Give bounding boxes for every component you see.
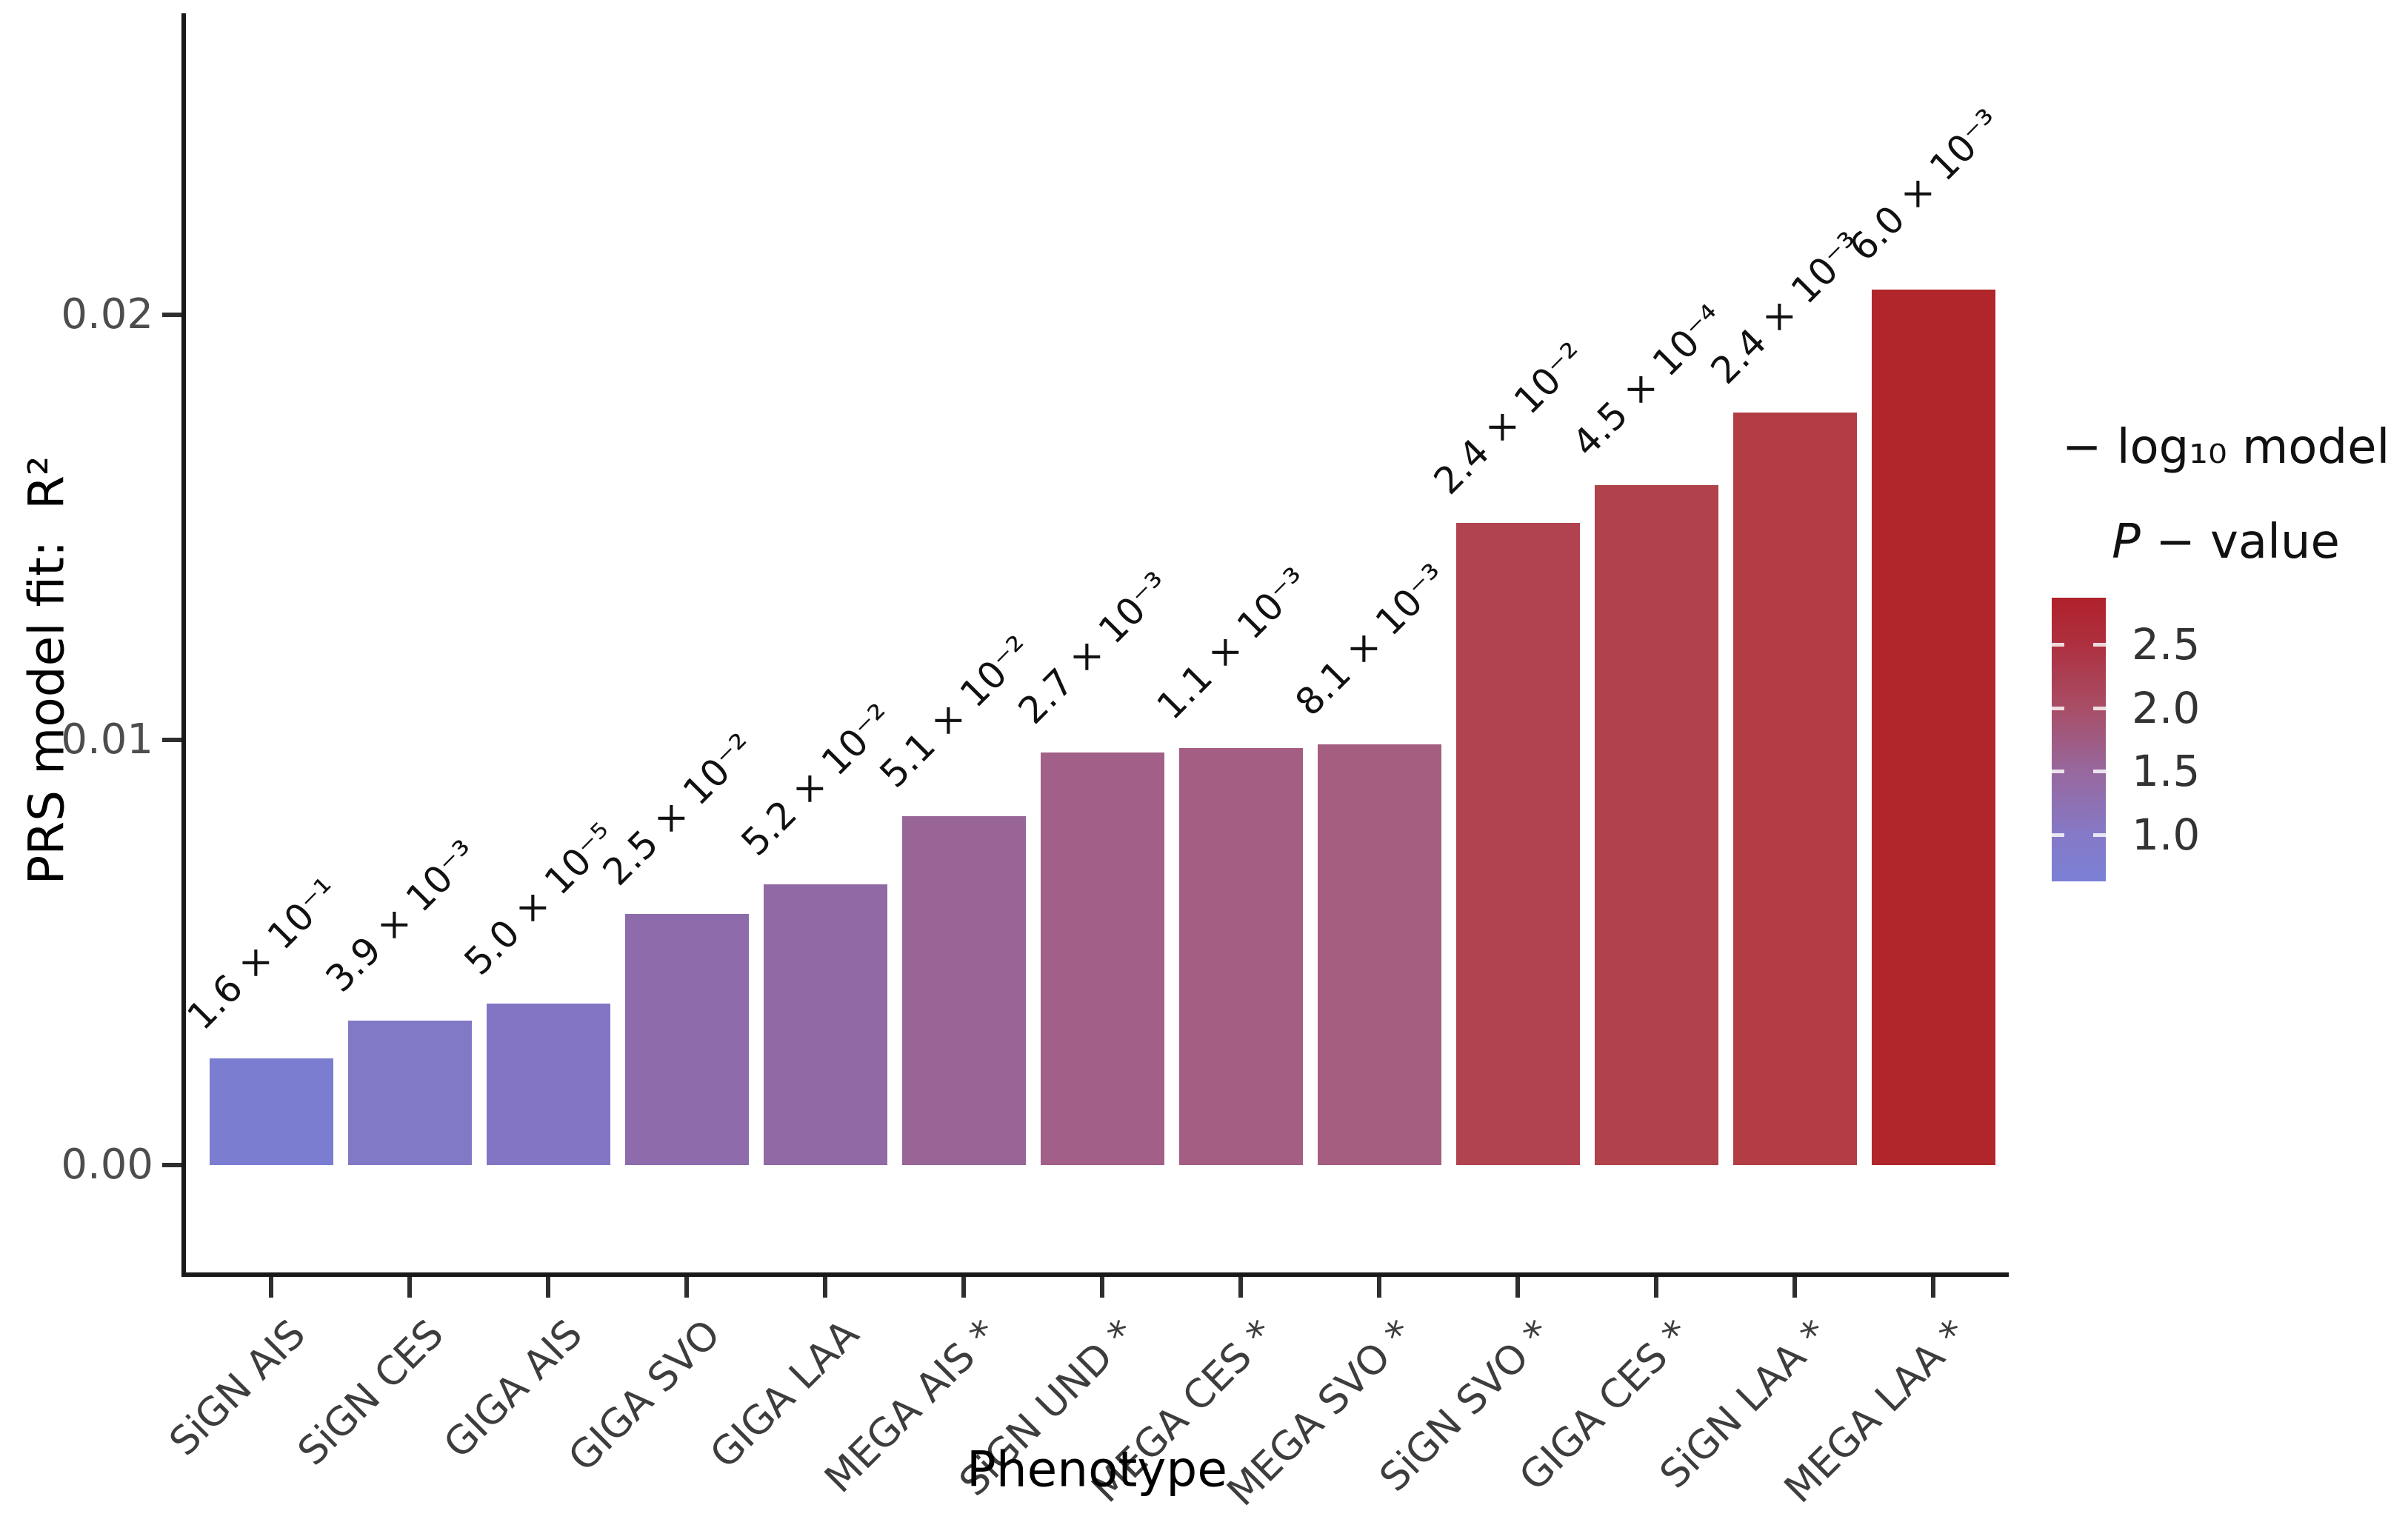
bar-pvalue-text: 2.4 × 10⁻³: [1702, 224, 1871, 393]
y-tick-mark-0.01: [162, 738, 181, 742]
legend-title-line1: − log₁₀ model: [2061, 420, 2390, 475]
colorbar-tick-right: [2093, 832, 2106, 837]
colorbar-tick-right: [2093, 770, 2106, 774]
y-axis-title: PRS model fit: R²: [18, 456, 76, 885]
bar-pvalue-label: 5.0 × 10⁻⁵: [456, 815, 681, 984]
bar-signund: [1041, 753, 1164, 1165]
x-tick-mark: [1515, 1277, 1520, 1298]
x-tick-mark: [684, 1277, 689, 1298]
x-tick-mark: [1792, 1277, 1797, 1298]
x-tick-mark: [1238, 1277, 1243, 1298]
bar-pvalue-text: 1.1 × 10⁻³: [1148, 559, 1317, 728]
legend-colorbar-gradient: [2052, 598, 2106, 881]
bar-pvalue-text: 5.2 × 10⁻²: [733, 695, 901, 864]
x-category-text: MEGA LAA *: [1775, 1311, 1976, 1512]
bar-megasvo: [1318, 744, 1441, 1165]
x-tick-mark: [546, 1277, 550, 1298]
x-axis-line: [181, 1272, 2009, 1277]
x-tick-mark: [407, 1277, 412, 1298]
bar-pvalue-text: 6.0 × 10⁻³: [1841, 101, 2010, 270]
bar-pvalue-label: 6.0 × 10⁻³: [1841, 101, 2066, 270]
bar-pvalue-text: 1.6 × 10⁻¹: [179, 870, 347, 1038]
y-tick-label-0.00: 0.00: [61, 1141, 153, 1189]
x-tick-mark: [1377, 1277, 1381, 1298]
bar-gigaais: [487, 1004, 610, 1165]
x-category-label: MEGA LAA *: [1501, 1312, 1975, 1512]
bar-signsvo: [1456, 523, 1580, 1165]
bar-pvalue-text: 4.5 × 10⁻⁴: [1564, 296, 1732, 465]
bar-megaais: [902, 816, 1026, 1165]
bar-megaces: [1179, 748, 1303, 1165]
bar-gigaces: [1595, 485, 1718, 1165]
colorbar-tick-left: [2052, 770, 2064, 774]
bar-signais: [210, 1058, 333, 1165]
colorbar-tick-left: [2052, 832, 2064, 837]
bar-pvalue-text: 3.9 × 10⁻³: [317, 832, 486, 1001]
bar-pvalue-text: 2.5 × 10⁻²: [594, 725, 763, 894]
bar-megalaa: [1872, 290, 1995, 1165]
legend-title: − log₁₀ model P − value: [2052, 400, 2400, 590]
x-tick-mark: [1100, 1277, 1104, 1298]
x-tick-mark: [961, 1277, 966, 1298]
bar-pvalue-label: 1.6 × 10⁻¹: [179, 870, 404, 1038]
bar-pvalue-label: 4.5 × 10⁻⁴: [1564, 297, 1789, 465]
colorbar-tick-label-2.5: 2.5: [2132, 619, 2201, 670]
bar-gigalaa: [764, 884, 887, 1165]
colorbar-tick-label-1.5: 1.5: [2132, 746, 2201, 797]
bar-pvalue-label: 5.1 × 10⁻²: [872, 628, 1096, 796]
bar-pvalue-text: 5.1 × 10⁻²: [871, 627, 1040, 796]
bar-pvalue-label: 5.2 × 10⁻²: [733, 696, 958, 864]
bar-pvalue-text: 2.4 × 10⁻²: [1425, 334, 1594, 503]
x-tick-mark: [1931, 1277, 1935, 1298]
legend-title-value: − value: [2140, 515, 2340, 570]
bar-pvalue-label: 2.4 × 10⁻³: [1703, 224, 1927, 393]
bar-signlaa: [1733, 413, 1857, 1165]
y-tick-mark-0.00: [162, 1163, 181, 1167]
y-tick-label-0.01: 0.01: [61, 715, 153, 764]
colorbar-tick-left: [2052, 643, 2064, 647]
bar-signces: [348, 1021, 472, 1165]
legend-title-p: P: [2112, 515, 2141, 570]
x-tick-mark: [269, 1277, 273, 1298]
x-axis-title: Phenotype: [967, 1441, 1227, 1498]
y-axis-line: [181, 13, 186, 1277]
bar-pvalue-label: 2.4 × 10⁻²: [1426, 335, 1650, 503]
colorbar-tick-left: [2052, 706, 2064, 710]
colorbar-tick-label-1.0: 1.0: [2132, 809, 2201, 860]
x-tick-mark: [1654, 1277, 1658, 1298]
x-tick-mark: [823, 1277, 827, 1298]
colorbar-tick-label-2.0: 2.0: [2132, 682, 2201, 733]
legend-title-line2: P − value: [2052, 495, 2400, 590]
bar-pvalue-text: 5.0 × 10⁻⁵: [456, 815, 624, 984]
bar-pvalue-label: 8.1 × 10⁻³: [1287, 556, 1512, 724]
bar-gigasvo: [625, 914, 749, 1165]
y-tick-mark-0.02: [162, 313, 181, 317]
colorbar-tick-right: [2093, 643, 2106, 647]
bar-pvalue-text: 8.1 × 10⁻³: [1287, 555, 1455, 724]
y-tick-label-0.02: 0.02: [61, 290, 153, 338]
bar-pvalue-text: 2.7 × 10⁻³: [1010, 564, 1178, 733]
colorbar-tick-right: [2093, 706, 2106, 710]
